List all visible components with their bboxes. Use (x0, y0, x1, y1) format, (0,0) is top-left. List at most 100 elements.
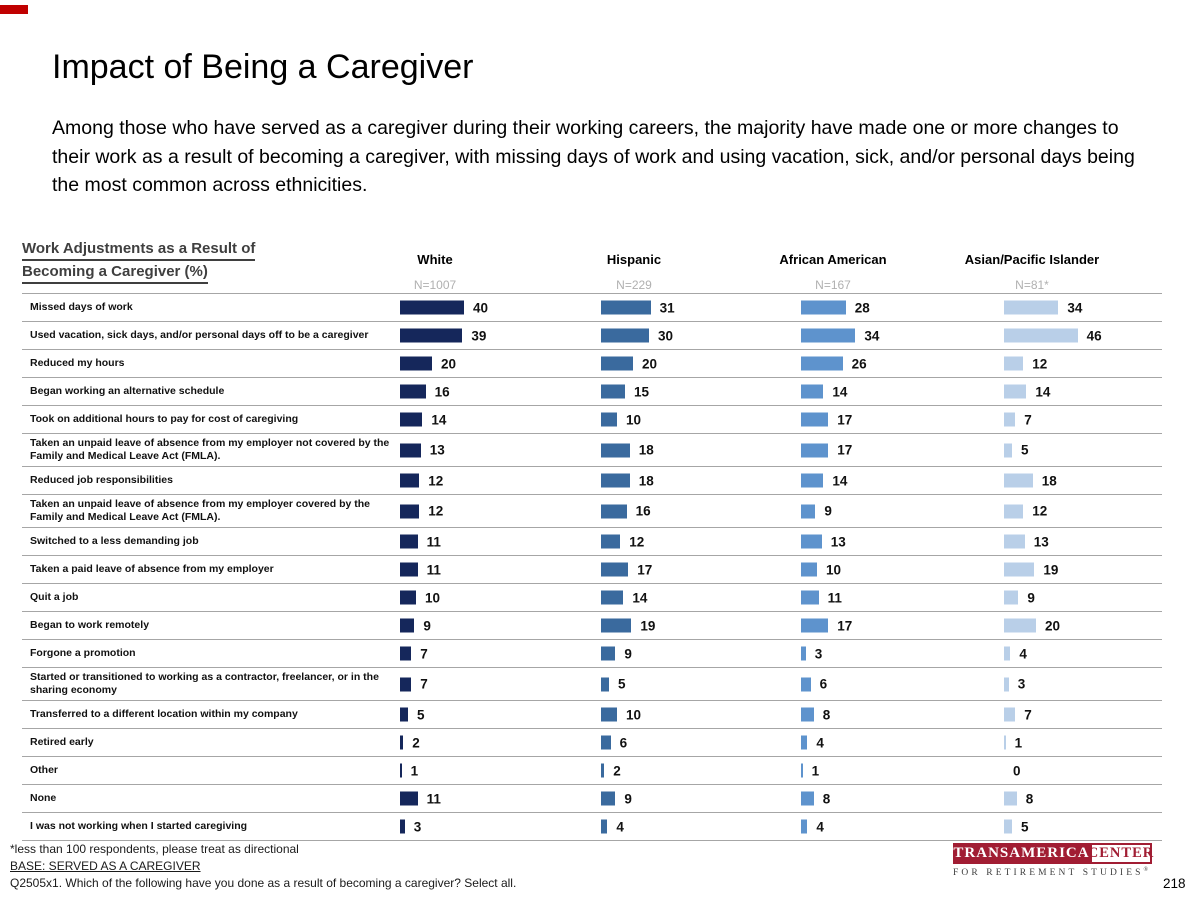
bar-group: 17 (801, 618, 852, 633)
row-label: None (30, 792, 57, 804)
bar (1004, 707, 1016, 722)
table-row: Taken an unpaid leave of absence from my… (22, 495, 1162, 528)
bar (801, 300, 846, 315)
bar-value: 8 (1025, 791, 1034, 806)
bar-group: 19 (601, 618, 655, 633)
row-label: Reduced my hours (30, 357, 125, 369)
bar (1004, 677, 1009, 691)
row-label: Retired early (30, 736, 94, 748)
column-header-african-american: African American (779, 252, 887, 267)
bar-group: 18 (601, 443, 654, 458)
table-row: Other 1 2 1 0 (22, 757, 1162, 785)
bar (1004, 473, 1033, 488)
bar (601, 412, 617, 427)
bar-group: 13 (801, 534, 846, 549)
bar-group: 16 (601, 504, 651, 519)
bar-value: 5 (1021, 442, 1029, 458)
bar-group: 17 (601, 562, 652, 577)
bar (801, 534, 822, 549)
bar-value: 20 (642, 356, 658, 371)
bar-value: 10 (626, 707, 642, 722)
column-header-hispanic: Hispanic (606, 252, 662, 267)
row-label: Took on additional hours to pay for cost… (30, 413, 299, 425)
bar-value: 8 (822, 707, 831, 722)
bar (601, 562, 629, 577)
bar-group: 12 (400, 504, 443, 519)
bar-group: 18 (1004, 473, 1057, 488)
sample-size-label: N=1007 (413, 278, 457, 292)
bar-group: 9 (400, 618, 431, 633)
bar (1004, 504, 1024, 518)
bar-group: 11 (400, 534, 441, 549)
logo-center-text: CENTER (1088, 843, 1153, 864)
bar-value: 7 (1024, 412, 1032, 427)
bar-group: 18 (601, 473, 654, 488)
bar (1004, 618, 1036, 633)
bar-group: 1 (400, 763, 418, 778)
bar-group: 16 (400, 384, 450, 399)
bar (400, 677, 412, 691)
bar-value: 2 (412, 735, 420, 750)
table-row: Taken an unpaid leave of absence from my… (22, 434, 1162, 467)
bar-group: 30 (601, 328, 673, 343)
bar-group: 3 (400, 819, 421, 834)
bar (1004, 562, 1035, 577)
bar (400, 384, 426, 399)
bar-group: 20 (1004, 618, 1060, 633)
bar-value: 8 (822, 791, 831, 806)
table-row: Reduced job responsibilities 12 18 14 18 (22, 467, 1162, 495)
bar-group: 12 (1004, 504, 1047, 519)
row-label: Taken an unpaid leave of absence from my… (30, 498, 371, 523)
chart-title-line-1: Work Adjustments as a Result of (22, 238, 256, 261)
bar (1004, 646, 1011, 661)
bar (601, 590, 624, 605)
bar-value: 14 (431, 412, 447, 427)
bar (601, 356, 633, 371)
bar-group: 11 (400, 562, 441, 577)
bar-value: 0 (1013, 763, 1021, 778)
bar (400, 356, 432, 371)
bar (601, 300, 651, 315)
bar-value: 30 (658, 328, 674, 343)
bar-group: 1 (1004, 735, 1022, 750)
bar-group: 10 (400, 590, 440, 605)
logo-tagline-text: FOR RETIREMENT STUDIES (953, 868, 1144, 879)
bar-value: 20 (441, 356, 457, 371)
row-label: Other (30, 764, 59, 776)
page-title: Impact of Being a Caregiver (52, 48, 474, 86)
bar (601, 384, 625, 399)
bar-value: 10 (425, 590, 441, 605)
bar (400, 819, 405, 834)
bar-value: 6 (619, 735, 628, 750)
bar-value: 31 (659, 300, 675, 315)
bar (1004, 735, 1006, 750)
row-label: Missed days of work (30, 301, 133, 313)
bar-group: 5 (601, 677, 626, 692)
column-header-asian-pacific-islander: Asian/Pacific Islander (964, 252, 1100, 267)
sample-size-label: N=229 (616, 278, 652, 292)
bar-value: 11 (426, 562, 441, 577)
bar-value: 2 (613, 763, 621, 778)
bar-group: 19 (1004, 562, 1058, 577)
bar-group: 2 (601, 763, 621, 778)
bar (601, 791, 616, 806)
bar-value: 13 (429, 442, 445, 458)
bar-group: 17 (801, 412, 852, 427)
bar-group: 3 (801, 646, 822, 661)
bar-value: 18 (1041, 473, 1057, 488)
bar (400, 473, 420, 488)
bar-value: 3 (1017, 676, 1026, 692)
bar-group: 11 (801, 590, 842, 605)
bar (400, 562, 418, 577)
bar (801, 618, 829, 633)
bar (1004, 300, 1059, 315)
bar (801, 763, 803, 778)
bar-value: 12 (1032, 356, 1048, 371)
bar (601, 763, 605, 778)
bar-value: 3 (814, 646, 823, 661)
table-row: Transferred to a different location with… (22, 701, 1162, 729)
bar-value: 7 (420, 646, 428, 661)
bar-group: 9 (601, 646, 632, 661)
bar-value: 19 (1043, 562, 1059, 577)
bar-group: 8 (801, 791, 830, 806)
